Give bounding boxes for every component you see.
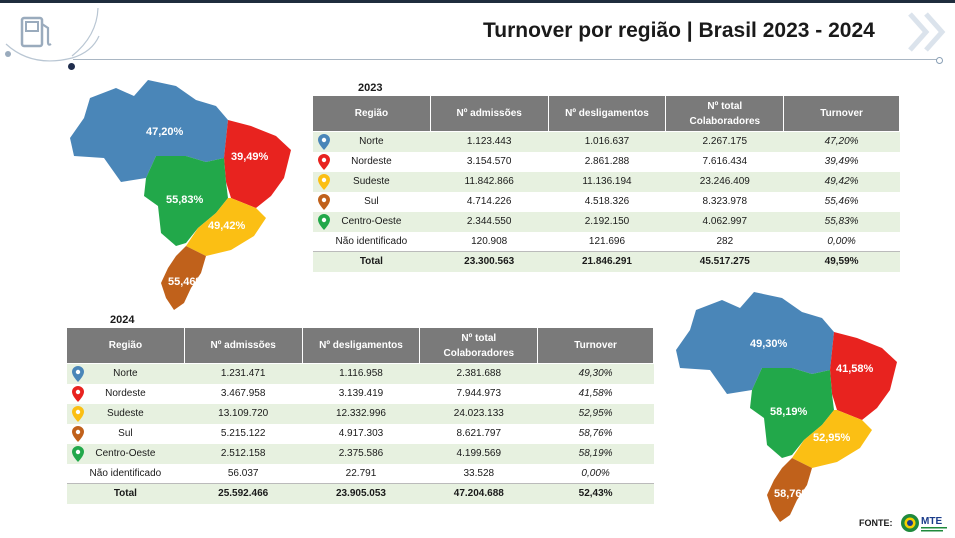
year-2024-label: 2024 — [110, 314, 135, 326]
table-row: Sudeste 13.109.720 12.332.996 24.023.133 52… — [66, 403, 654, 424]
mte-logo-text: MTE — [921, 516, 942, 527]
map-pin-icon — [317, 173, 330, 190]
col-desligamentos: Nº desligamentos — [301, 327, 421, 364]
year-2023-label: 2023 — [358, 82, 383, 94]
map-2024-label-centro-oeste: 58,19% — [770, 406, 808, 418]
map-2023-label-norte: 47,20% — [146, 126, 184, 138]
map-2023-label-sudeste: 49,42% — [208, 220, 246, 232]
map-2023-norte — [70, 80, 228, 182]
map-2023-sul — [161, 246, 206, 310]
map-pin-icon — [317, 153, 330, 170]
fuel-pump-logo-icon — [5, 7, 100, 62]
table-row: Nordeste 3.154.570 2.861.288 7.616.434 39,4… — [313, 152, 900, 172]
brazil-map-2023: 47,20% 39,49% 55,83% 49,42% 55,46% — [70, 80, 291, 310]
map-2024-sul — [767, 458, 812, 522]
table-total-row: Total 25.592.466 23.905.053 47.204.688 52,4… — [66, 483, 654, 504]
map-2023-label-centro-oeste: 55,83% — [166, 194, 204, 206]
map-2024-label-sudeste: 52,95% — [813, 432, 851, 444]
col-desligamentos: Nº desligamentos — [547, 95, 667, 132]
table-row: Centro-Oeste 2.344.550 2.192.150 4.062.997… — [312, 211, 900, 232]
table-row: Não identificado 56.037 22.791 33.528 0,00% — [89, 467, 610, 479]
table-total-row: Total 23.300.563 21.846.291 45.517.275 49,5… — [312, 251, 900, 272]
table-row: Sul 4.714.226 4.518.326 8.323.978 55,46% — [313, 192, 900, 212]
map-2023-label-nordeste: 39,49% — [231, 151, 269, 163]
col-total: Nº total Colaboradores — [665, 95, 785, 132]
map-2023-sudeste — [186, 198, 266, 256]
map-pin-icon — [71, 445, 84, 462]
map-pin-icon — [71, 425, 84, 442]
map-pin-icon — [317, 134, 330, 150]
brazil-map-2024: 49,30% 41,58% 58,19% 52,95% 58,76% — [676, 292, 897, 522]
map-2023-nordeste — [216, 106, 291, 208]
table-2023: Região Nº admissões Nº desligamentos Nº … — [312, 95, 900, 272]
table-2024: Região Nº admissões Nº desligamentos Nº … — [66, 327, 654, 504]
map-pin-icon — [317, 213, 330, 230]
chevrons-icon — [908, 12, 946, 52]
col-turnover: Turnover — [537, 327, 654, 364]
map-2024-label-norte: 49,30% — [750, 338, 788, 350]
map-2024-nordeste — [822, 318, 897, 420]
table-row: Nordeste 3.467.958 3.139.419 7.944.973 41,5… — [67, 384, 654, 404]
map-pin-icon — [71, 385, 84, 402]
col-admissoes: Nº admissões — [429, 95, 549, 132]
col-regiao: Região — [66, 327, 185, 364]
col-turnover: Turnover — [783, 95, 900, 132]
table-row: Sul 5.215.122 4.917.303 8.621.797 58,76% — [67, 424, 654, 444]
table-row: Norte 1.231.471 1.116.958 2.381.688 49,30% — [66, 363, 654, 384]
col-regiao: Região — [312, 95, 431, 132]
col-total: Nº total Colaboradores — [419, 327, 539, 364]
map-2023-centro-oeste — [144, 156, 228, 246]
map-pin-icon — [71, 366, 84, 382]
map-2024-centro-oeste — [750, 368, 834, 458]
map-2024-norte — [676, 292, 834, 394]
map-2023-label-sul: 55,46% — [168, 276, 206, 288]
map-pin-icon — [317, 193, 330, 210]
map-2024-sudeste — [792, 410, 872, 468]
table-row: Sudeste 11.842.866 11.136.194 23.246.409 49… — [312, 171, 900, 192]
col-admissoes: Nº admissões — [183, 327, 303, 364]
map-2024-label-sul: 58,76% — [774, 488, 812, 500]
map-2024-label-nordeste: 41,58% — [836, 363, 874, 375]
divider-dot-left — [68, 63, 75, 70]
page-title: Turnover por região | Brasil 2023 - 2024 — [483, 19, 875, 42]
map-pin-icon — [71, 405, 84, 422]
table-row: Não identificado 120.908 121.696 282 0,00% — [335, 235, 856, 247]
source-label: FONTE: — [859, 518, 893, 528]
divider-dot-right — [936, 57, 943, 64]
table-row: Norte 1.123.443 1.016.637 2.267.175 47,20% — [312, 131, 900, 152]
title-divider — [73, 59, 941, 60]
top-bar — [0, 0, 955, 3]
table-row: Centro-Oeste 2.512.158 2.375.586 4.199.569… — [66, 443, 654, 464]
mte-logo-icon: MTE — [901, 514, 947, 532]
